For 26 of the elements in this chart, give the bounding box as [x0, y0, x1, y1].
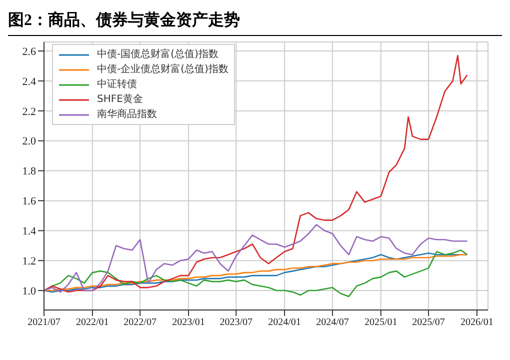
- x-tick-label: 2022/07: [124, 317, 156, 328]
- y-tick-label: 2.0: [22, 136, 36, 148]
- line-series: [44, 224, 468, 293]
- x-tick-label: 2023/01: [172, 317, 205, 328]
- y-tick-label: 1.6: [22, 196, 36, 208]
- y-tick-label: 1.4: [22, 226, 36, 238]
- legend-label: 中证转债: [97, 78, 137, 92]
- legend-label: 中债-国债总财富(总值)指数: [97, 48, 218, 62]
- x-tick-label: 2026/01: [460, 317, 494, 328]
- y-tick-label: 2.2: [22, 106, 36, 118]
- x-tick-label: 2023/07: [220, 317, 253, 328]
- x-tick-label: 2024/07: [316, 317, 349, 328]
- x-tick-label: 2025/01: [364, 317, 398, 328]
- x-tick-label: 2024/01: [268, 317, 301, 328]
- chart-title: 图2：商品、债券与黄金资产走势: [8, 8, 502, 36]
- legend-label: SHFE黄金: [97, 92, 143, 107]
- legend-label: 中债-企业债总财富(总值)指数: [97, 62, 228, 77]
- legend-label: 南华商品指数: [97, 108, 157, 122]
- x-tick-label: 2025/07: [412, 317, 445, 328]
- y-tick-label: 2.6: [22, 46, 36, 58]
- y-tick-label: 1.0: [22, 285, 36, 298]
- y-tick-label: 1.8: [22, 166, 36, 178]
- x-tick-label: 2021/07: [28, 317, 60, 328]
- x-tick-label: 2022/01: [76, 317, 109, 328]
- y-tick-label: 1.2: [22, 255, 36, 268]
- y-tick-label: 2.4: [22, 76, 36, 88]
